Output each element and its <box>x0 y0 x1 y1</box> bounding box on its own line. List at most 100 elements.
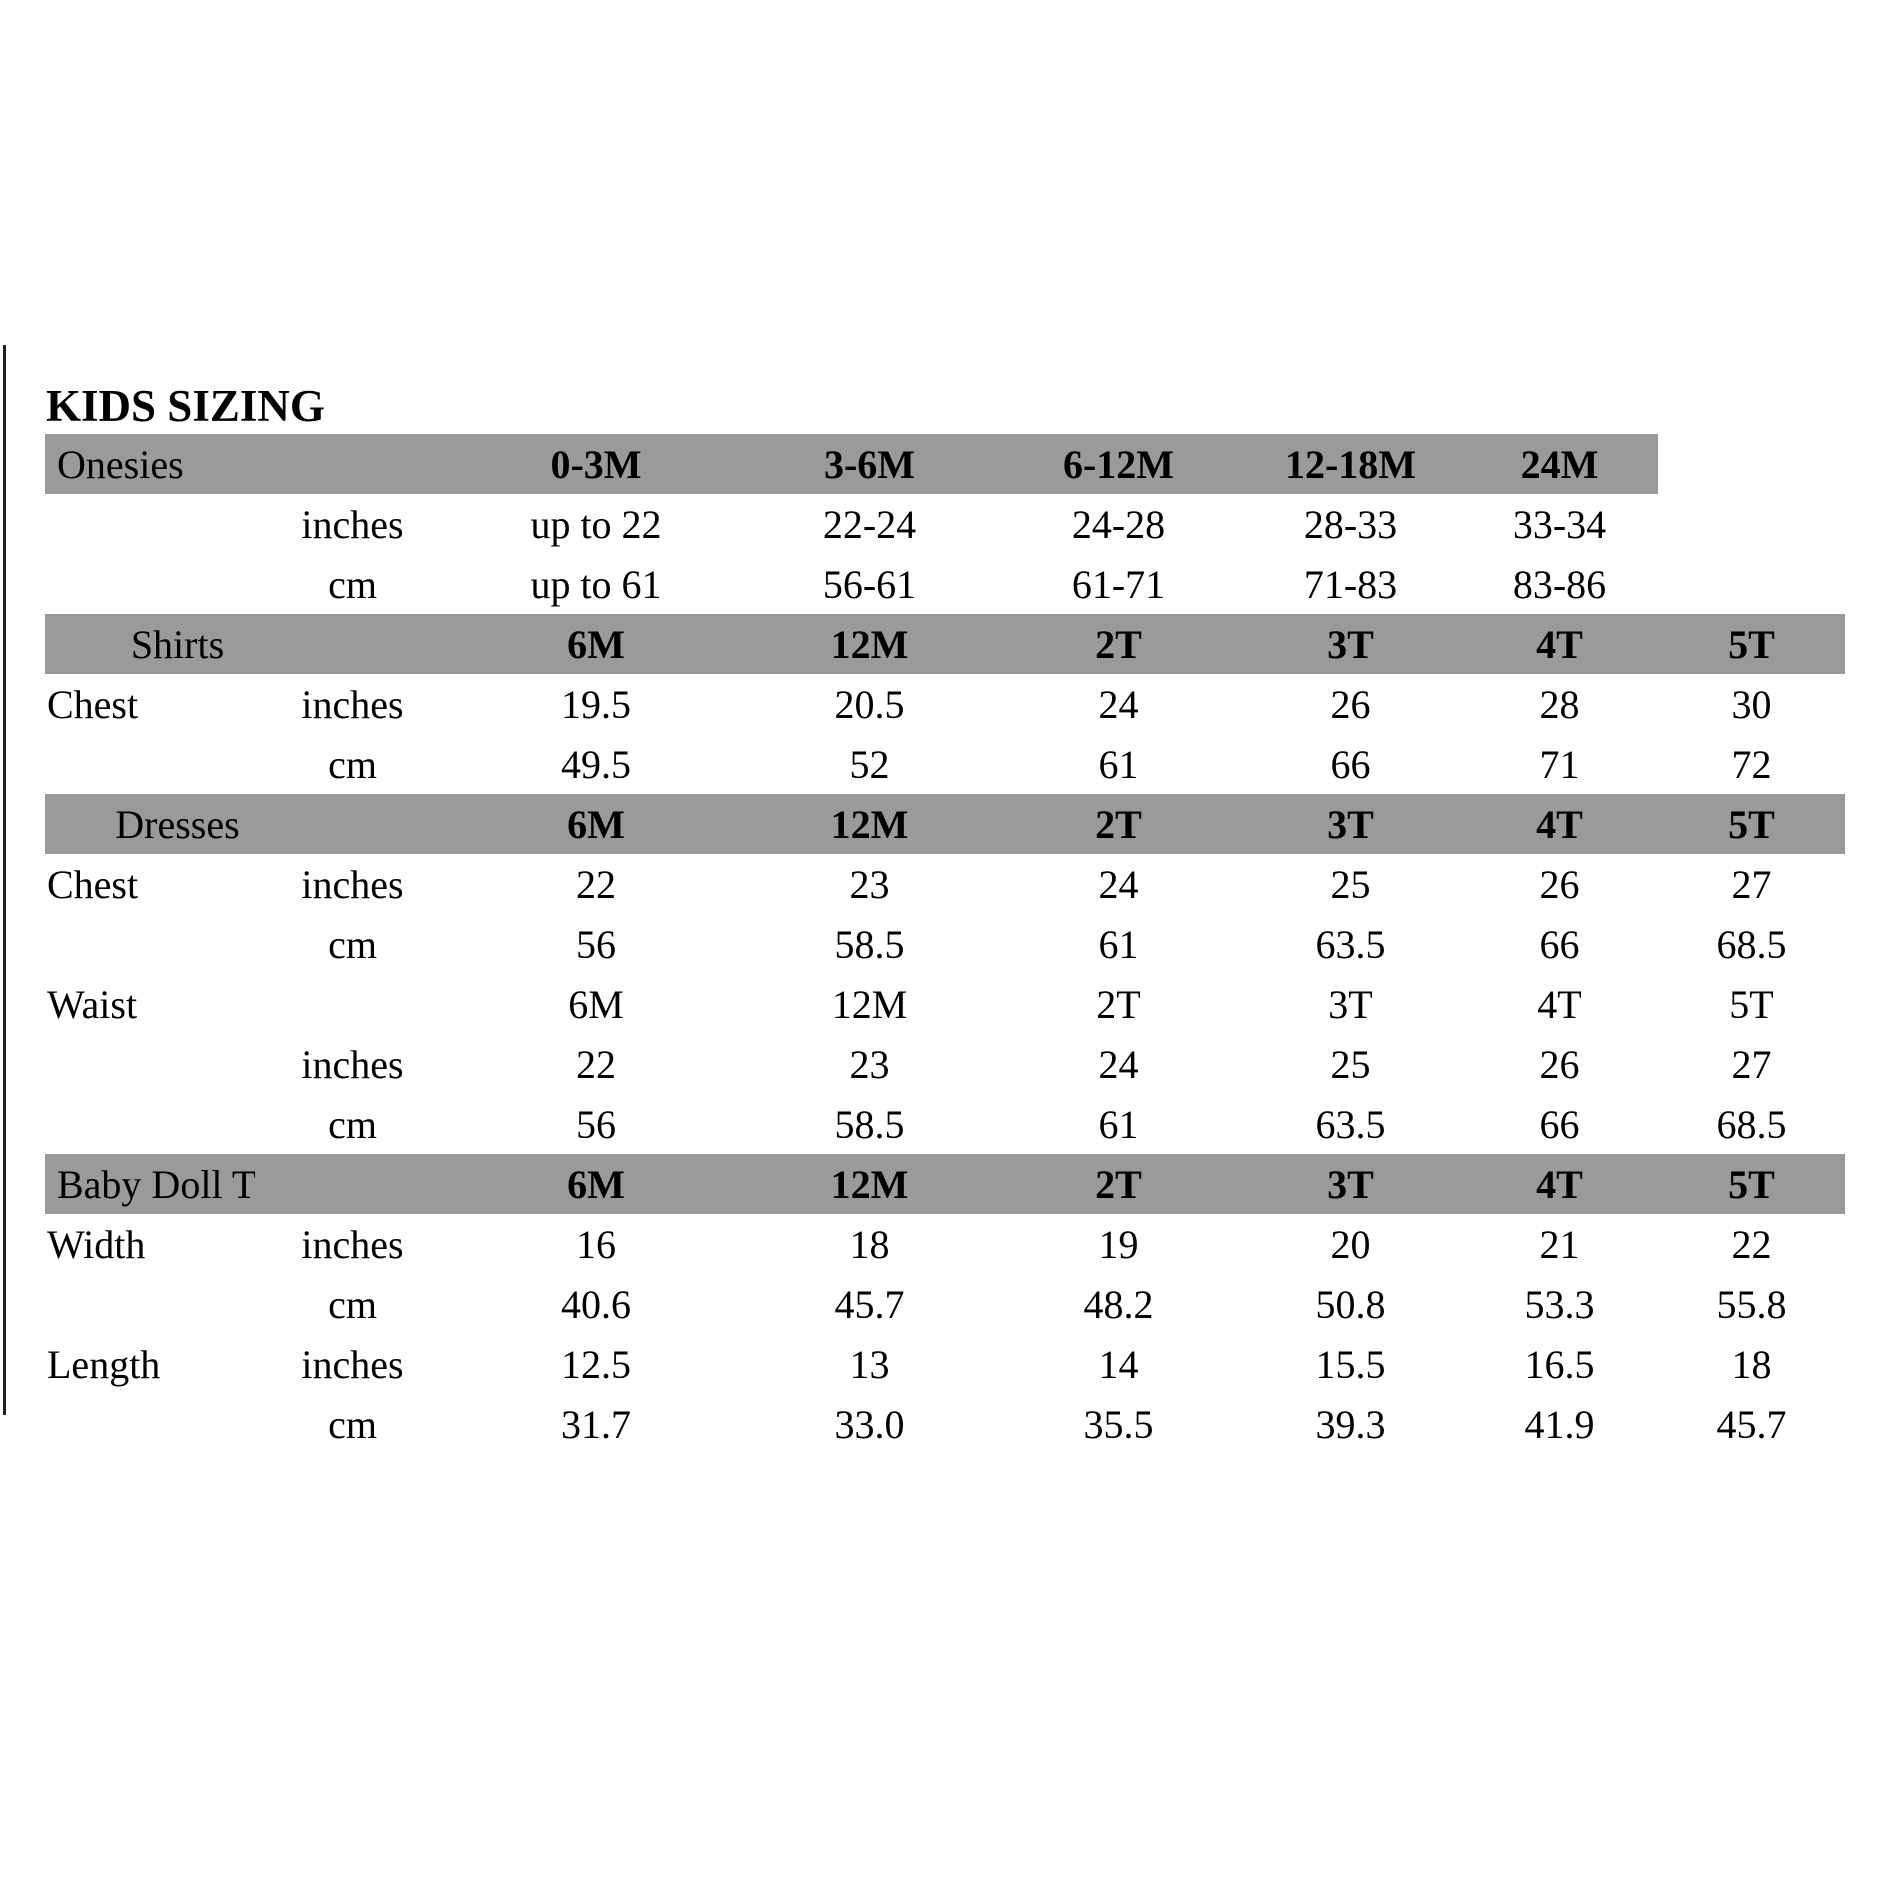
table-row: cm 40.6 45.7 48.2 50.8 53.3 55.8 <box>45 1274 1845 1334</box>
value-cell: 22-24 <box>822 501 917 547</box>
unit-cell: cm <box>328 1101 377 1147</box>
size-cell: 4T <box>1537 981 1582 1027</box>
size-header-cell: 2T <box>997 614 1240 674</box>
value-cell: 27 <box>1731 1041 1772 1087</box>
unit-cell: inches <box>301 861 404 907</box>
row-label-cell <box>45 734 255 794</box>
value-cell: 61-71 <box>1071 561 1166 607</box>
unit-cell: cm <box>328 1401 377 1447</box>
unit-cell: inches <box>301 681 404 727</box>
empty-cell <box>1658 554 1845 614</box>
table-row: Chest inches 19.5 20.5 24 26 28 30 <box>45 674 1845 734</box>
unit-cell: inches <box>301 1221 404 1267</box>
value-cell: 12.5 <box>561 1341 631 1387</box>
size-header-cell: 5T <box>1658 614 1845 674</box>
size-header-cell: 4T <box>1461 794 1658 854</box>
value-cell: 25 <box>1330 861 1371 907</box>
row-label-cell: Width <box>47 1221 146 1267</box>
value-cell: 21 <box>1539 1221 1580 1267</box>
section-label: Dresses <box>45 794 255 854</box>
value-cell: 16 <box>576 1221 616 1267</box>
row-label-cell <box>45 1034 255 1094</box>
value-cell: 22 <box>576 1041 616 1087</box>
size-cell: 2T <box>1096 981 1141 1027</box>
value-cell: 48.2 <box>1083 1281 1154 1327</box>
empty-cell <box>255 434 450 494</box>
empty-cell <box>255 794 450 854</box>
value-cell: 49.5 <box>561 741 631 787</box>
row-label-cell <box>45 1274 255 1334</box>
table-row: cm 49.5 52 61 66 71 72 <box>45 734 1845 794</box>
size-cell: 6M <box>568 981 624 1027</box>
size-header-cell: 12M <box>742 794 997 854</box>
size-header-cell: 6M <box>450 614 742 674</box>
value-cell: 18 <box>849 1221 890 1267</box>
value-cell: up to 61 <box>530 561 662 607</box>
value-cell: 68.5 <box>1716 921 1787 967</box>
page-title: KIDS SIZING <box>46 381 325 431</box>
value-cell: 68.5 <box>1716 1101 1787 1147</box>
value-cell: 27 <box>1731 861 1772 907</box>
value-cell: 28 <box>1539 681 1580 727</box>
size-header-cell: 5T <box>1658 1154 1845 1214</box>
value-cell: 26 <box>1539 861 1580 907</box>
section-label: Shirts <box>45 614 255 674</box>
table-row: inches 22 23 24 25 26 27 <box>45 1034 1845 1094</box>
row-label-cell: Chest <box>47 861 139 907</box>
unit-cell: cm <box>328 1281 377 1327</box>
value-cell: 30 <box>1731 681 1772 727</box>
value-cell: 61 <box>1098 921 1139 967</box>
section-label: Baby Doll Tee <box>45 1154 289 1214</box>
value-cell: 23 <box>849 861 890 907</box>
row-label-cell <box>45 554 255 614</box>
section-header-dresses: Dresses 6M 12M 2T 3T 4T 5T <box>45 794 1845 854</box>
value-cell: 14 <box>1098 1341 1139 1387</box>
table-row: cm 31.7 33.0 35.5 39.3 41.9 45.7 <box>45 1394 1845 1454</box>
value-cell: 63.5 <box>1315 921 1386 967</box>
value-cell: 18 <box>1731 1341 1772 1387</box>
value-cell: 20 <box>1330 1221 1371 1267</box>
value-cell: 15.5 <box>1315 1341 1386 1387</box>
value-cell: up to 22 <box>530 501 662 547</box>
size-header-cell: 6-12M <box>997 434 1240 494</box>
size-cell: 3T <box>1328 981 1373 1027</box>
value-cell: 83-86 <box>1512 561 1607 607</box>
size-header-cell: 0-3M <box>450 434 742 494</box>
size-header-cell: 4T <box>1461 1154 1658 1214</box>
value-cell: 63.5 <box>1315 1101 1386 1147</box>
value-cell: 24-28 <box>1071 501 1166 547</box>
value-cell: 58.5 <box>834 921 905 967</box>
unit-cell: inches <box>301 1041 404 1087</box>
value-cell: 16.5 <box>1524 1341 1595 1387</box>
value-cell: 45.7 <box>1716 1401 1787 1447</box>
size-header-cell: 3-6M <box>742 434 997 494</box>
value-cell: 31.7 <box>561 1401 631 1447</box>
table-row-waist-header: Waist 6M 12M 2T 3T 4T 5T <box>45 974 1845 1034</box>
size-header-cell: 5T <box>1658 794 1845 854</box>
row-label-cell: Waist <box>47 981 138 1027</box>
size-header-cell: 3T <box>1240 1154 1461 1214</box>
section-header-shirts: Shirts 6M 12M 2T 3T 4T 5T <box>45 614 1845 674</box>
table-row: Length inches 12.5 13 14 15.5 16.5 18 <box>45 1334 1845 1394</box>
empty-cell <box>1658 434 1845 494</box>
size-header-cell: 6M <box>450 1154 742 1214</box>
size-header-cell: 12M <box>742 614 997 674</box>
size-header-cell: 2T <box>997 1154 1240 1214</box>
size-header-cell: 3T <box>1240 614 1461 674</box>
size-header-cell: 12M <box>742 1154 997 1214</box>
value-cell: 24 <box>1098 1041 1139 1087</box>
value-cell: 45.7 <box>834 1281 905 1327</box>
size-cell: 5T <box>1729 981 1774 1027</box>
value-cell: 53.3 <box>1524 1281 1595 1327</box>
value-cell: 72 <box>1731 741 1772 787</box>
table-row: Width inches 16 18 19 20 21 22 <box>45 1214 1845 1274</box>
value-cell: 61 <box>1098 1101 1139 1147</box>
value-cell: 26 <box>1330 681 1371 727</box>
value-cell: 23 <box>849 1041 890 1087</box>
unit-cell: inches <box>301 501 404 547</box>
size-header-cell: 4T <box>1461 614 1658 674</box>
value-cell: 66 <box>1539 1101 1580 1147</box>
section-label: Onesies <box>45 434 255 494</box>
value-cell: 19 <box>1098 1221 1139 1267</box>
unit-cell: inches <box>301 1341 404 1387</box>
